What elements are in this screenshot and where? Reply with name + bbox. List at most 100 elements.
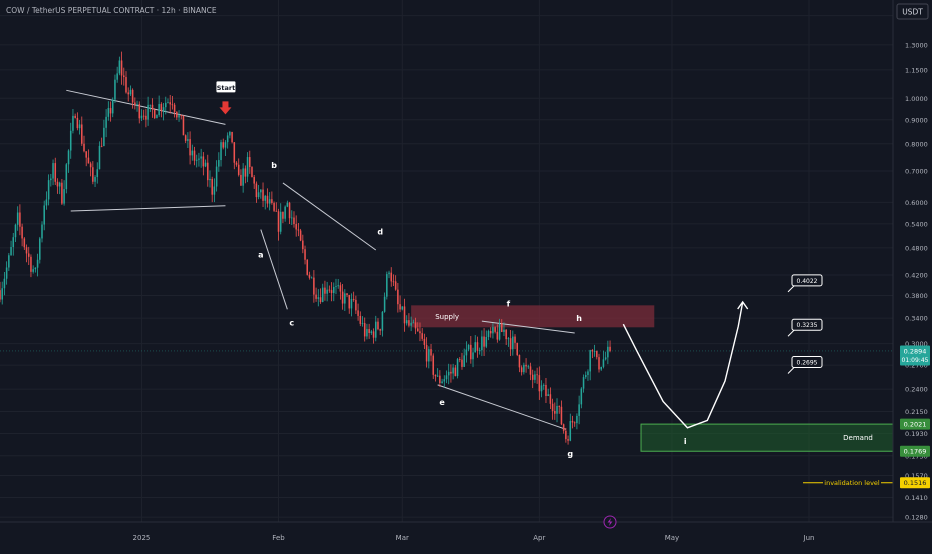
- target-box: [791, 355, 823, 368]
- candle-up: [284, 206, 286, 219]
- price-badge-label: 0.1516: [904, 479, 927, 487]
- candle-down: [61, 182, 63, 204]
- candle-up: [410, 322, 412, 326]
- candle-down: [266, 195, 269, 204]
- candle-down: [518, 354, 521, 368]
- candle-down: [240, 174, 242, 186]
- candle-down: [414, 322, 417, 329]
- candle-up: [388, 272, 390, 275]
- candle-down: [302, 240, 304, 250]
- candle-down: [54, 163, 57, 182]
- candle-down: [494, 327, 496, 332]
- candle-up: [204, 162, 207, 167]
- candle-up: [593, 351, 596, 352]
- candle-down: [85, 151, 87, 158]
- candle-down: [308, 274, 311, 278]
- price-badge-countdown: 01:09:45: [902, 357, 929, 364]
- lightning-icon[interactable]: [603, 515, 617, 529]
- candle-up: [156, 115, 158, 119]
- candle-up: [321, 287, 324, 302]
- invalidation-label: invalidation level: [824, 479, 880, 487]
- candle-down: [120, 60, 123, 76]
- candle-down: [189, 139, 191, 156]
- candle-down: [394, 281, 397, 290]
- candle-up: [136, 104, 138, 105]
- candle-up: [116, 73, 118, 80]
- candle-up: [224, 142, 227, 148]
- projection-arrowhead-icon: [737, 300, 749, 310]
- candle-down: [489, 331, 492, 334]
- candle-up: [456, 359, 459, 377]
- candle-down: [249, 157, 251, 168]
- candle-down: [127, 92, 129, 95]
- trendline: [481, 320, 575, 334]
- y-tick-label: 1.1500: [905, 66, 928, 74]
- candle-down: [299, 230, 302, 241]
- candle-down: [125, 77, 127, 93]
- candle-up: [58, 182, 61, 187]
- candle-down: [348, 295, 351, 309]
- target-label: 0.4022: [797, 278, 818, 285]
- candle-up: [195, 159, 198, 161]
- price-badge-invalidation: [900, 477, 930, 489]
- candle-down: [25, 247, 28, 254]
- candle-down: [531, 374, 534, 380]
- candle-up: [542, 384, 545, 386]
- candle-down: [30, 256, 32, 272]
- target-box: [791, 274, 823, 287]
- start-label: Start: [217, 84, 236, 92]
- candle-up: [5, 267, 8, 279]
- candle-layer: [0, 51, 611, 445]
- y-tick-label: 0.1930: [905, 430, 928, 438]
- candle-down: [76, 117, 79, 129]
- candle-up: [485, 337, 488, 347]
- candle-down: [151, 104, 154, 110]
- candle-down: [138, 104, 141, 119]
- currency-button[interactable]: USDT: [896, 3, 929, 20]
- candle-down: [591, 350, 594, 352]
- price-badge-label: 0.2021: [904, 421, 927, 429]
- candle-down: [275, 210, 278, 212]
- candle-down: [567, 439, 569, 441]
- candle-up: [41, 224, 43, 239]
- candle-up: [534, 374, 536, 380]
- candle-down: [560, 406, 563, 425]
- y-tick-label: 0.1410: [905, 494, 928, 502]
- candle-up: [332, 286, 335, 294]
- candle-down: [392, 281, 395, 283]
- candle-up: [374, 321, 377, 338]
- candle-down: [536, 374, 538, 376]
- candle-down: [516, 342, 519, 355]
- candle-down: [262, 189, 264, 201]
- candle-up: [268, 199, 271, 204]
- candle-down: [74, 115, 76, 118]
- candle-up: [32, 269, 34, 272]
- demand-zone-label: Demand: [843, 434, 873, 442]
- down-arrow-icon: [219, 101, 232, 115]
- candle-up: [463, 355, 465, 367]
- candle-up: [547, 394, 549, 396]
- candle-up: [443, 379, 446, 382]
- candle-up: [229, 131, 231, 136]
- zone-layer: Supply Demand: [411, 305, 894, 452]
- candle-down: [330, 290, 333, 294]
- wave-label-c: c: [289, 318, 294, 327]
- candle-down: [363, 323, 366, 337]
- candle-up: [96, 169, 99, 178]
- candle-down: [21, 226, 23, 239]
- candle-up: [344, 293, 346, 304]
- candle-up: [94, 177, 96, 182]
- candle-down: [306, 259, 309, 275]
- candle-down: [23, 238, 26, 248]
- candle-down: [565, 430, 567, 440]
- candle-down: [529, 366, 532, 375]
- candle-down: [56, 181, 59, 187]
- candle-up: [580, 388, 583, 405]
- candle-up: [165, 102, 167, 108]
- candle-down: [100, 145, 103, 147]
- candle-up: [478, 350, 481, 352]
- y-tick-label: 0.4800: [905, 244, 928, 252]
- y-tick-label: 0.3000: [905, 340, 928, 348]
